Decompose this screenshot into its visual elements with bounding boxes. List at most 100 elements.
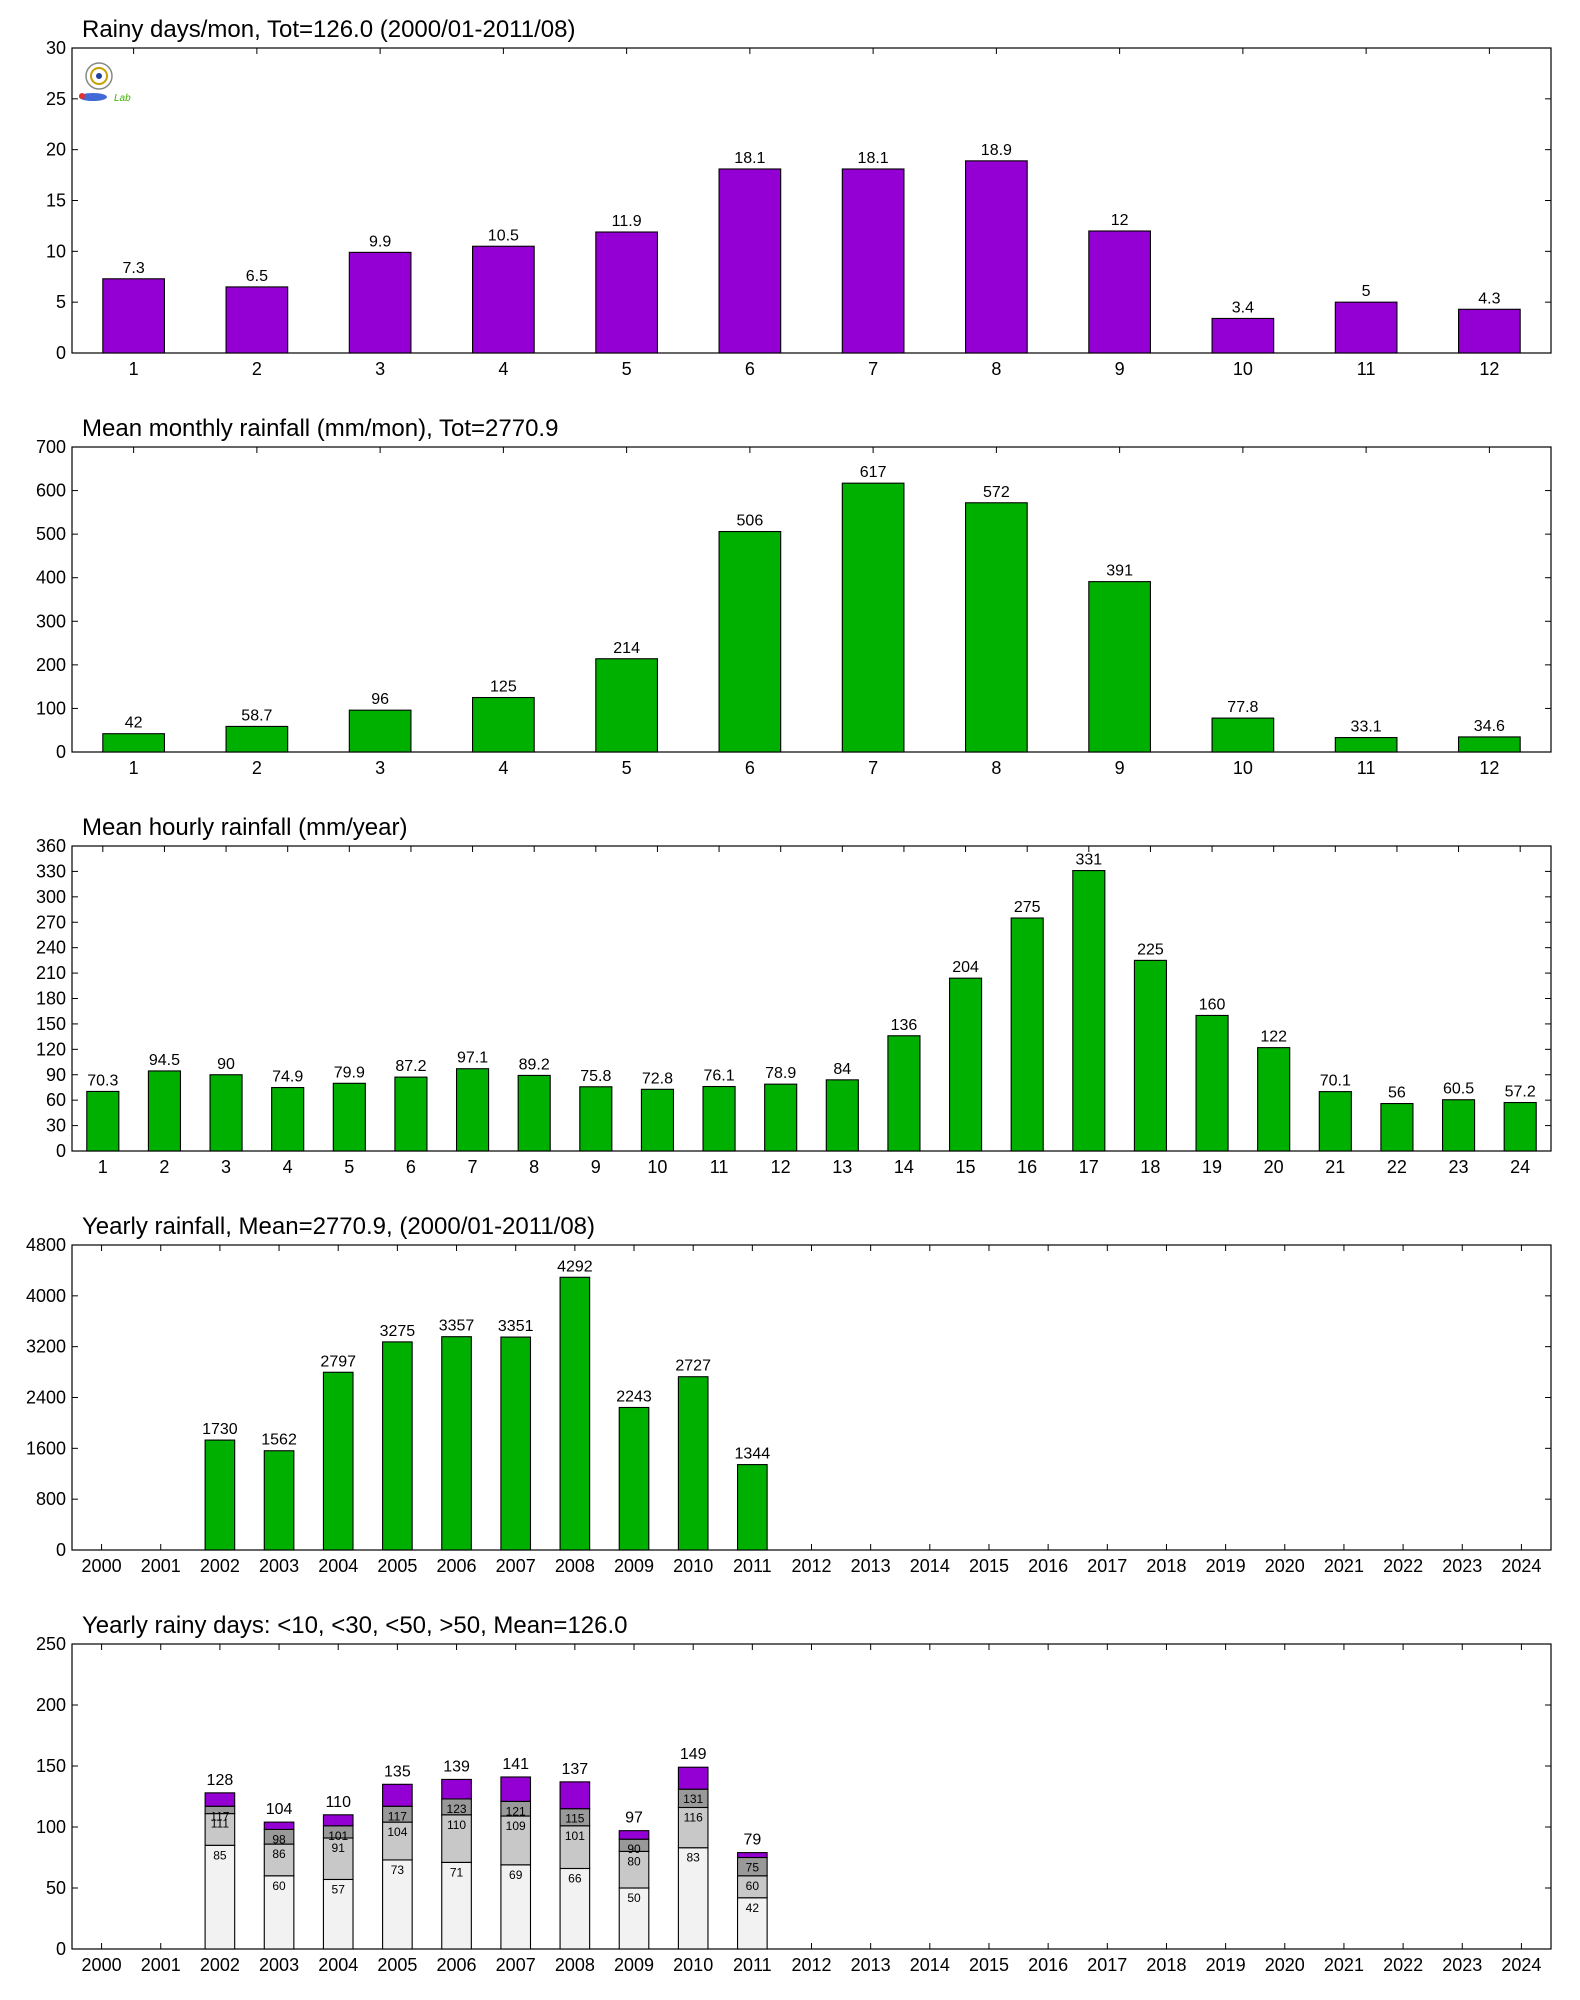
x-tick-label: 2017 — [1087, 1556, 1127, 1576]
stacked-segment-total — [322, 1814, 354, 1827]
y-tick-label: 50 — [46, 1878, 66, 1898]
bar-value-label: 1344 — [735, 1446, 771, 1463]
bar-value-label: 225 — [1137, 941, 1164, 958]
x-tick-label: 6 — [406, 1157, 416, 1177]
y-tick-label: 150 — [36, 1014, 66, 1034]
chart-title: Mean hourly rainfall (mm/year) — [82, 814, 407, 841]
segment-value-label: 131 — [683, 1792, 703, 1806]
bar-value-label: 89.2 — [519, 1056, 550, 1073]
bar-value-label: 617 — [860, 464, 887, 481]
stacked-segment-lt10 — [204, 1844, 236, 1950]
x-tick-label: 2011 — [733, 1955, 772, 1975]
bar-value-label: 3357 — [439, 1318, 475, 1335]
bar-value-label: 70.1 — [1320, 1073, 1351, 1090]
bar — [764, 1083, 798, 1152]
y-tick-label: 100 — [36, 1817, 66, 1837]
x-tick-label: 5 — [622, 359, 632, 379]
x-tick-label: 2019 — [1206, 1556, 1246, 1576]
bar-value-label: 56 — [1388, 1085, 1406, 1102]
stacked-segment-lt10 — [618, 1887, 650, 1950]
lab-seal-logo: Lab — [79, 62, 131, 104]
bar-value-label: 57.2 — [1505, 1084, 1536, 1101]
segment-value-label: 50 — [627, 1891, 641, 1905]
stacked-segment-total — [382, 1783, 413, 1807]
stacked-segment-lt30 — [204, 1813, 236, 1846]
x-tick-label: 2007 — [496, 1955, 536, 1975]
x-tick-label: 2004 — [318, 1556, 358, 1576]
segment-value-label: 110 — [447, 1818, 466, 1832]
segment-value-label: 71 — [450, 1865, 464, 1879]
x-tick-label: 7 — [468, 1157, 478, 1177]
segment-value-label: 101 — [328, 1829, 348, 1843]
bar-value-label: 2727 — [675, 1358, 711, 1375]
bar-total-label: 79 — [743, 1832, 761, 1849]
bar — [472, 245, 535, 354]
stacked-segment-total — [500, 1776, 532, 1802]
x-tick-label: 2012 — [791, 1556, 831, 1576]
segment-value-label: 117 — [388, 1809, 407, 1823]
bar-value-label: 122 — [1260, 1029, 1287, 1046]
y-tick-label: 0 — [56, 1540, 66, 1560]
bar — [718, 530, 782, 753]
mean-hourly-rainfall-chart: Mean hourly rainfall (mm/year)0306090120… — [36, 814, 1552, 1177]
x-tick-label: 2009 — [614, 1955, 654, 1975]
bar — [1088, 581, 1151, 753]
bar — [702, 1085, 736, 1152]
bar-value-label: 97.1 — [457, 1050, 488, 1067]
y-tick-label: 400 — [36, 568, 66, 588]
x-tick-label: 22 — [1387, 1157, 1407, 1177]
x-tick-label: 2001 — [141, 1955, 181, 1975]
stacked-segment-lt10 — [322, 1878, 354, 1950]
y-tick-label: 200 — [36, 1695, 66, 1715]
stacked-segment-total — [559, 1781, 591, 1810]
x-tick-label: 2015 — [969, 1955, 1009, 1975]
x-tick-label: 2011 — [733, 1556, 772, 1576]
bar — [841, 482, 905, 753]
x-tick-label: 7 — [868, 758, 878, 778]
yearly-rainfall-chart: Yearly rainfall, Mean=2770.9, (2000/01-2… — [26, 1213, 1552, 1576]
y-tick-label: 300 — [36, 611, 66, 631]
bar-value-label: 506 — [737, 513, 764, 530]
bar-value-label: 4.3 — [1478, 290, 1500, 307]
bar-value-label: 9.9 — [369, 233, 391, 250]
y-tick-label: 2400 — [26, 1388, 66, 1408]
y-tick-label: 120 — [36, 1039, 66, 1059]
bar — [1211, 717, 1275, 753]
bar — [1088, 230, 1151, 354]
x-tick-label: 1 — [129, 359, 139, 379]
bar-value-label: 4292 — [557, 1258, 593, 1275]
segment-value-label: 85 — [213, 1848, 227, 1862]
segment-value-label: 73 — [391, 1863, 405, 1877]
segment-value-label: 60 — [746, 1879, 760, 1893]
bar-total-label: 97 — [625, 1810, 643, 1827]
bar — [394, 1076, 428, 1152]
x-tick-label: 13 — [832, 1157, 852, 1177]
y-tick-label: 270 — [36, 912, 66, 932]
x-tick-label: 2014 — [910, 1955, 950, 1975]
bar-value-label: 275 — [1014, 899, 1041, 916]
x-tick-label: 2007 — [496, 1556, 536, 1576]
x-tick-label: 2 — [159, 1157, 169, 1177]
bar-value-label: 76.1 — [703, 1068, 734, 1085]
bar — [348, 251, 412, 354]
bar — [887, 1035, 921, 1152]
bar-value-label: 58.7 — [241, 707, 272, 724]
bar-value-label: 87.2 — [395, 1058, 426, 1075]
bar — [595, 658, 658, 753]
bar-value-label: 1730 — [202, 1421, 238, 1438]
y-tick-label: 210 — [36, 963, 66, 983]
bar — [595, 231, 658, 354]
x-tick-label: 9 — [1115, 359, 1125, 379]
x-tick-label: 2006 — [437, 1556, 477, 1576]
bar-total-label: 110 — [325, 1794, 351, 1811]
bar — [1211, 317, 1275, 354]
x-tick-label: 11 — [1357, 758, 1376, 778]
bar-value-label: 96 — [371, 691, 389, 708]
bar — [1195, 1014, 1229, 1152]
chart-title: Mean monthly rainfall (mm/mon), Tot=2770… — [82, 415, 558, 442]
x-tick-label: 2021 — [1324, 1556, 1364, 1576]
bar — [1503, 1101, 1537, 1152]
x-tick-label: 2001 — [141, 1556, 181, 1576]
x-tick-label: 9 — [1115, 758, 1125, 778]
y-tick-label: 300 — [36, 887, 66, 907]
